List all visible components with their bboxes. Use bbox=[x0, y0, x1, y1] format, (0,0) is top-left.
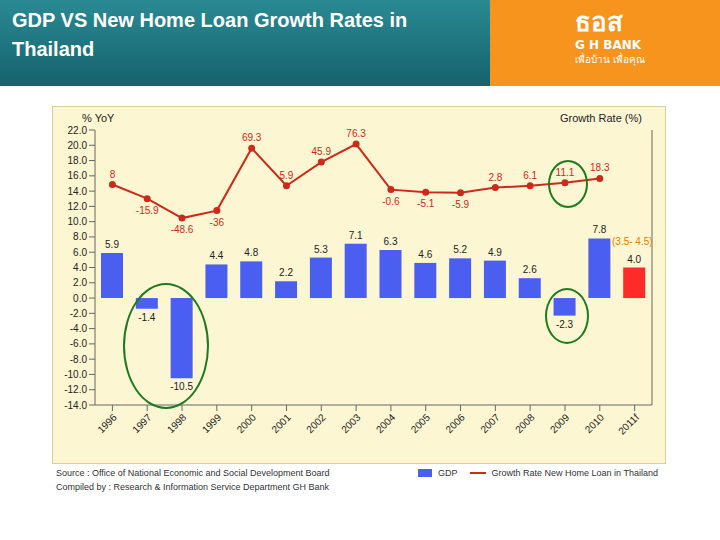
svg-text:18.0: 18.0 bbox=[68, 155, 88, 166]
svg-text:-36: -36 bbox=[210, 217, 225, 228]
svg-text:69.3: 69.3 bbox=[242, 132, 262, 143]
svg-text:-10.5: -10.5 bbox=[170, 381, 193, 392]
svg-text:2.8: 2.8 bbox=[488, 172, 502, 183]
svg-text:2006: 2006 bbox=[443, 411, 467, 435]
svg-text:4.6: 4.6 bbox=[418, 249, 432, 260]
svg-text:-2.0: -2.0 bbox=[70, 308, 88, 319]
html-text:Growth Rate New Home Loan in T: Growth Rate New Home Loan in Thailand bbox=[491, 468, 658, 478]
html-text:เพื่อบ้าน เพื่อคุณ: เพื่อบ้าน เพื่อคุณ bbox=[575, 54, 646, 65]
svg-text:-5.9: -5.9 bbox=[452, 199, 470, 210]
svg-text:7.8: 7.8 bbox=[592, 224, 606, 235]
svg-text:-15.9: -15.9 bbox=[136, 205, 159, 216]
svg-text:2000: 2000 bbox=[235, 411, 259, 435]
html-text:ธอส: ธอส bbox=[575, 7, 623, 37]
svg-text:2007: 2007 bbox=[478, 411, 502, 435]
svg-text:1998: 1998 bbox=[165, 411, 189, 435]
svg-text:-5.1: -5.1 bbox=[417, 198, 435, 209]
svg-text:-0.6: -0.6 bbox=[382, 196, 400, 207]
svg-text:16.0: 16.0 bbox=[68, 170, 88, 181]
svg-text:2010: 2010 bbox=[583, 411, 607, 435]
svg-text:4.8: 4.8 bbox=[244, 247, 258, 258]
html-text:G H BANK: G H BANK bbox=[575, 38, 641, 52]
svg-text:12.0: 12.0 bbox=[68, 201, 88, 212]
svg-text:2002: 2002 bbox=[304, 411, 328, 435]
svg-text:14.0: 14.0 bbox=[68, 186, 88, 197]
svg-text:6.0: 6.0 bbox=[73, 247, 87, 258]
html-text:% YoY: % YoY bbox=[82, 112, 115, 124]
svg-text:4.0: 4.0 bbox=[627, 254, 641, 265]
html-text:Growth Rate (%): Growth Rate (%) bbox=[560, 112, 642, 124]
svg-text:2.0: 2.0 bbox=[73, 277, 87, 288]
svg-text:2.6: 2.6 bbox=[523, 264, 537, 275]
svg-text:-2.3: -2.3 bbox=[556, 319, 574, 330]
svg-text:-10.0: -10.0 bbox=[64, 369, 87, 380]
svg-text:8: 8 bbox=[110, 169, 116, 180]
svg-text:5.2: 5.2 bbox=[453, 244, 467, 255]
svg-text:1999: 1999 bbox=[200, 411, 224, 435]
svg-text:-4.0: -4.0 bbox=[70, 323, 88, 334]
svg-text:22.0: 22.0 bbox=[68, 125, 88, 136]
html-text:GDP VS New Home Loan Growth Ra: GDP VS New Home Loan Growth Rates in Tha… bbox=[12, 9, 408, 60]
svg-text:76.3: 76.3 bbox=[346, 128, 366, 139]
svg-text:6.1: 6.1 bbox=[523, 170, 537, 181]
svg-text:2005: 2005 bbox=[409, 411, 433, 435]
svg-text:5.9: 5.9 bbox=[105, 239, 119, 250]
svg-text:2008: 2008 bbox=[513, 411, 537, 435]
svg-text:4.9: 4.9 bbox=[488, 247, 502, 258]
html-text:Compiled by : Research & Infor: Compiled by : Research & Information Ser… bbox=[56, 482, 330, 492]
svg-text:4.0: 4.0 bbox=[73, 262, 87, 273]
svg-text:20.0: 20.0 bbox=[68, 140, 88, 151]
svg-text:-48.6: -48.6 bbox=[171, 224, 194, 235]
svg-text:5.9: 5.9 bbox=[280, 170, 294, 181]
svg-text:2009: 2009 bbox=[548, 411, 572, 435]
svg-text:0.0: 0.0 bbox=[73, 293, 87, 304]
html-text:(3.5- 4.5): (3.5- 4.5) bbox=[612, 236, 653, 247]
svg-text:4.4: 4.4 bbox=[209, 250, 223, 261]
svg-text:-1.4: -1.4 bbox=[138, 312, 156, 323]
svg-text:10.0: 10.0 bbox=[68, 216, 88, 227]
svg-text:1997: 1997 bbox=[130, 411, 154, 435]
svg-text:7.1: 7.1 bbox=[349, 230, 363, 241]
svg-text:11.1: 11.1 bbox=[556, 167, 575, 178]
svg-text:-14.0: -14.0 bbox=[64, 400, 87, 411]
svg-text:8.0: 8.0 bbox=[73, 231, 87, 242]
svg-text:2003: 2003 bbox=[339, 411, 363, 435]
svg-text:2011f: 2011f bbox=[616, 412, 641, 437]
svg-text:1996: 1996 bbox=[95, 411, 119, 435]
svg-text:6.3: 6.3 bbox=[384, 236, 398, 247]
html-text:GDP: GDP bbox=[438, 468, 458, 478]
svg-text:2.2: 2.2 bbox=[279, 267, 293, 278]
svg-text:18.3: 18.3 bbox=[590, 162, 610, 173]
svg-text:-6.0: -6.0 bbox=[70, 338, 88, 349]
svg-text:5.3: 5.3 bbox=[314, 244, 328, 255]
svg-text:-12.0: -12.0 bbox=[64, 384, 87, 395]
svg-text:-8.0: -8.0 bbox=[70, 354, 88, 365]
svg-text:2004: 2004 bbox=[374, 411, 398, 435]
svg-text:2001: 2001 bbox=[269, 411, 293, 435]
svg-text:45.9: 45.9 bbox=[312, 146, 332, 157]
html-text:Source : Office of National Ec: Source : Office of National Economic and… bbox=[56, 468, 330, 478]
